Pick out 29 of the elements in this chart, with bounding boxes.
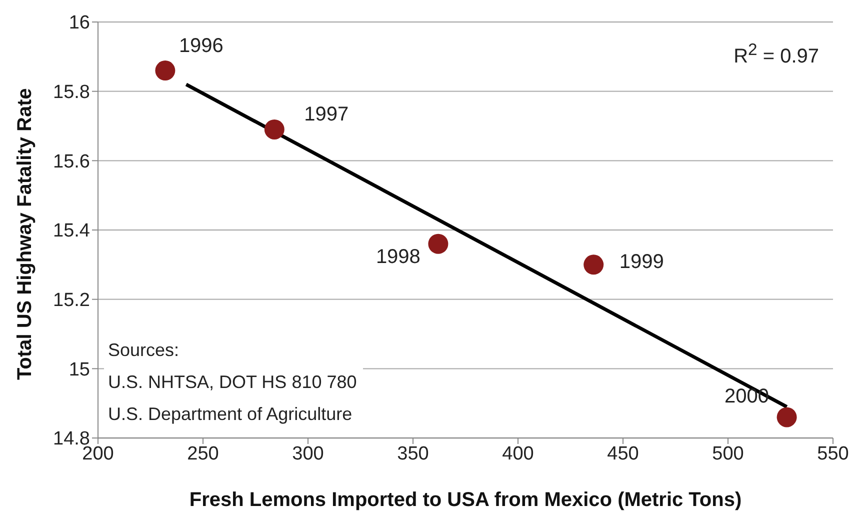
- point: [264, 119, 284, 140]
- x-tick-label: 550: [817, 443, 849, 464]
- annotation: U.S. NHTSA, DOT HS 810 780: [108, 371, 357, 394]
- annotation: U.S. Department of Agriculture: [108, 403, 354, 426]
- annotation: 1997: [304, 104, 349, 126]
- y-tick-label: 15.2: [53, 290, 90, 312]
- annotation: R$^{2}$ = 0.97: [734, 40, 819, 69]
- annotation: Sources:: [108, 339, 180, 362]
- y-tick-label: 16: [68, 12, 90, 34]
- point: [428, 234, 448, 254]
- annotation: 1998: [376, 246, 420, 268]
- y-axis-title: Total US Highway Fatality Rate: [14, 88, 36, 380]
- point: [776, 407, 797, 428]
- x-axis-title: Fresh Lemons Imported to USA from Mexico (Metric Tons): [189, 489, 742, 511]
- y-tick-label: 15.6: [53, 151, 90, 172]
- x-tick-label: 500: [712, 443, 744, 464]
- point: [155, 60, 176, 81]
- x-tick-label: 350: [397, 443, 429, 464]
- annotation: 1999: [619, 250, 664, 273]
- y-tick-label: 15: [68, 359, 90, 380]
- x-tick-label: 250: [187, 443, 219, 464]
- x-tick-label: 450: [607, 443, 639, 464]
- x-tick-label: 400: [502, 443, 534, 464]
- y-tick-label: 15.4: [53, 220, 90, 242]
- point: [584, 254, 604, 275]
- y-tick-label: 15.8: [53, 82, 90, 104]
- x-tick-label: 300: [292, 443, 324, 464]
- annotation: 2000: [724, 385, 770, 408]
- annotation: 1996: [178, 34, 224, 57]
